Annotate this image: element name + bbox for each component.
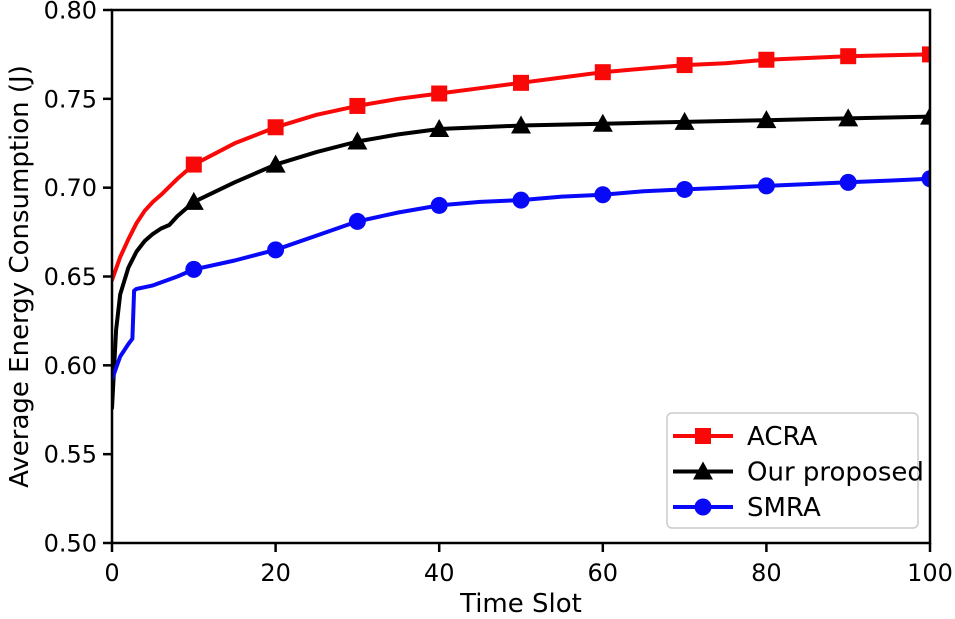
triangle-marker — [838, 108, 859, 127]
x-tick-label: 20 — [260, 559, 291, 587]
x-tick-label: 60 — [588, 559, 619, 587]
x-tick-label: 0 — [104, 559, 119, 587]
circle-marker — [185, 260, 203, 278]
legend-label: SMRA — [747, 493, 821, 523]
triangle-marker — [347, 131, 368, 150]
x-axis-label: Time Slot — [459, 589, 582, 619]
legend-item-smra: SMRA — [673, 493, 821, 523]
square-marker — [758, 51, 775, 68]
circle-marker — [757, 177, 775, 195]
triangle-marker — [592, 113, 613, 132]
square-marker — [695, 428, 711, 444]
y-tick-label: 0.60 — [44, 352, 97, 380]
legend-item-our-proposed: Our proposed — [673, 458, 924, 488]
circle-marker — [348, 212, 366, 230]
y-tick-label: 0.80 — [44, 0, 97, 25]
legend-label: ACRA — [747, 422, 817, 452]
legend: ACRA Our proposed SMRA — [666, 412, 924, 529]
triangle-marker — [511, 115, 531, 134]
triangle-marker — [693, 461, 713, 480]
series-smra — [112, 170, 930, 382]
legend-label: Our proposed — [747, 458, 924, 488]
triangle-marker — [429, 119, 450, 138]
triangle-marker — [674, 111, 695, 130]
triangle-marker — [756, 110, 777, 129]
square-marker — [676, 57, 693, 74]
triangle-marker — [183, 191, 204, 210]
x-tick-label: 100 — [907, 559, 953, 587]
y-axis: 0.50 0.55 0.60 0.65 0.70 0.75 0.80 — [44, 0, 112, 558]
circle-marker — [594, 186, 612, 204]
x-tick-label: 80 — [751, 559, 782, 587]
y-tick-label: 0.50 — [44, 530, 97, 558]
y-tick-label: 0.70 — [44, 174, 97, 202]
square-marker — [349, 97, 366, 114]
y-tick-label: 0.75 — [44, 85, 97, 113]
series-our-proposed — [112, 106, 930, 410]
legend-item-acra: ACRA — [673, 422, 817, 452]
series-line-acra — [112, 52, 930, 283]
triangle-marker — [920, 106, 930, 125]
x-tick-label: 40 — [424, 559, 455, 587]
circle-marker — [512, 191, 530, 209]
square-marker — [267, 119, 284, 136]
square-marker — [185, 156, 202, 173]
series-acra — [112, 46, 930, 283]
triangle-marker — [265, 154, 286, 173]
square-marker — [840, 48, 857, 65]
series-line-smra — [112, 176, 930, 382]
y-axis-label: Average Energy Consumption (J) — [5, 65, 35, 488]
square-marker — [431, 85, 448, 102]
circle-marker — [839, 173, 857, 191]
square-marker — [922, 46, 930, 63]
circle-marker — [676, 180, 694, 198]
y-tick-label: 0.65 — [44, 263, 97, 291]
legend-box — [666, 412, 919, 529]
circle-marker — [921, 170, 930, 188]
y-tick-label: 0.55 — [44, 441, 97, 469]
circle-marker — [430, 196, 448, 214]
square-marker — [513, 74, 529, 91]
circle-marker — [694, 498, 712, 516]
square-marker — [594, 64, 611, 81]
x-axis: 0 20 40 60 80 100 — [104, 543, 953, 587]
circle-marker — [267, 241, 285, 259]
